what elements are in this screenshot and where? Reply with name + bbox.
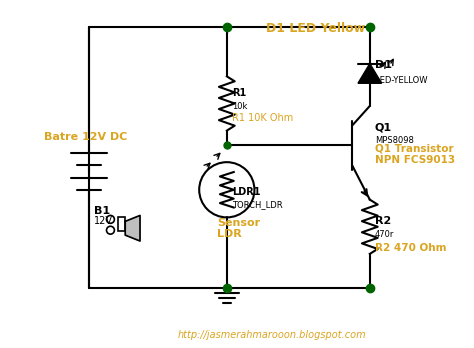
Text: 12V: 12V bbox=[94, 216, 113, 226]
Text: Batre 12V DC: Batre 12V DC bbox=[45, 133, 128, 142]
Polygon shape bbox=[358, 64, 382, 83]
Text: TORCH_LDR: TORCH_LDR bbox=[232, 200, 283, 209]
Text: R1 10K Ohm: R1 10K Ohm bbox=[232, 113, 293, 123]
Text: Q1: Q1 bbox=[375, 122, 392, 133]
Text: Sensor
LDR: Sensor LDR bbox=[217, 218, 260, 239]
Text: R1: R1 bbox=[232, 88, 246, 98]
Text: http://jasmerahmarooon.blogspot.com: http://jasmerahmarooon.blogspot.com bbox=[177, 330, 366, 340]
Text: LDR1: LDR1 bbox=[232, 187, 260, 197]
Bar bbox=[118, 218, 125, 231]
Text: LED-YELLOW: LED-YELLOW bbox=[375, 76, 427, 85]
Text: D1: D1 bbox=[375, 61, 392, 71]
Text: Q1 Transistor
NPN FCS9013: Q1 Transistor NPN FCS9013 bbox=[375, 144, 455, 165]
Text: R2 470 Ohm: R2 470 Ohm bbox=[375, 243, 446, 253]
Text: D1 LED Yellow: D1 LED Yellow bbox=[266, 22, 365, 35]
Text: MPS8098: MPS8098 bbox=[375, 136, 414, 145]
Text: 10k: 10k bbox=[232, 102, 247, 111]
Text: B1: B1 bbox=[94, 206, 110, 216]
Polygon shape bbox=[125, 215, 140, 241]
Text: 470r: 470r bbox=[375, 230, 394, 239]
Text: R2: R2 bbox=[375, 216, 391, 226]
